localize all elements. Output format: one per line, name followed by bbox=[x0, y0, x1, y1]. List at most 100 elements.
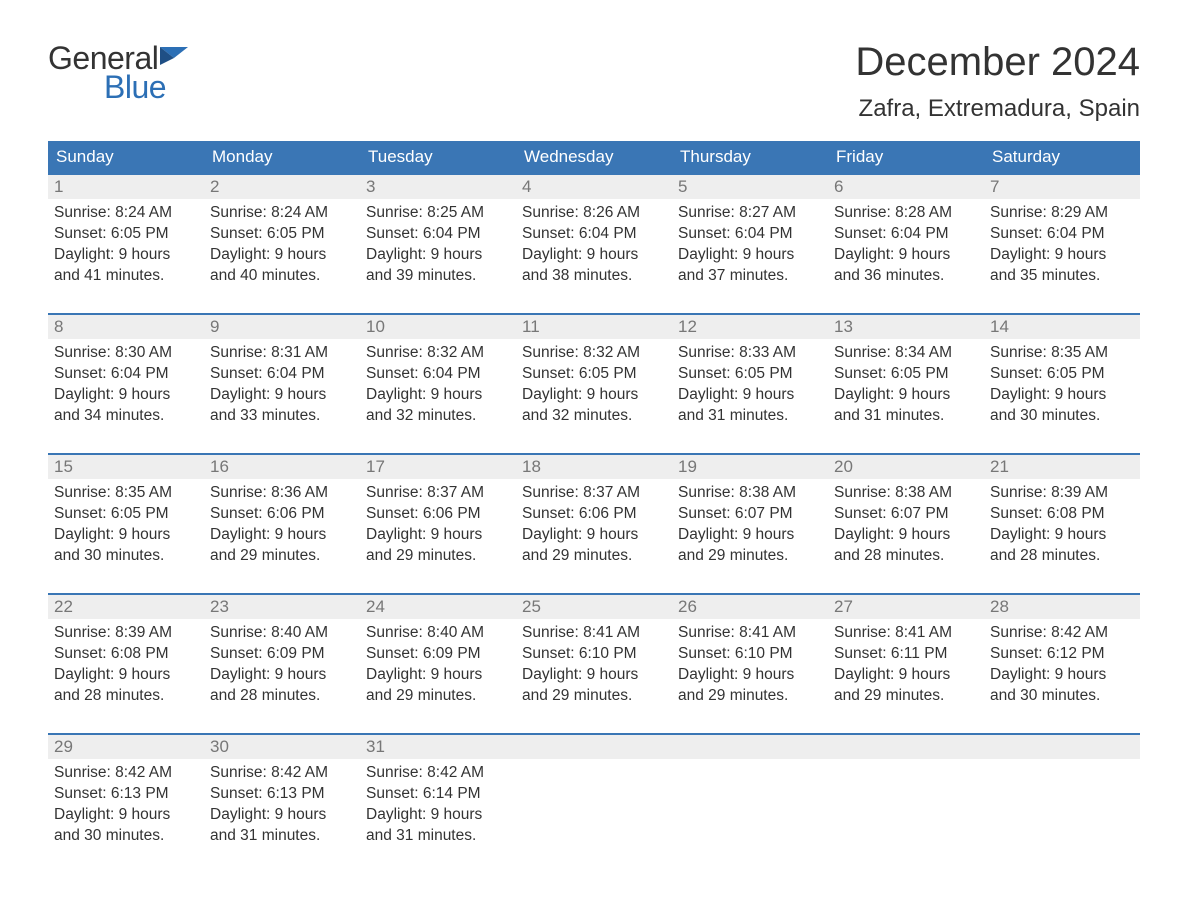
sunrise-line: Sunrise: 8:39 AM bbox=[990, 483, 1134, 504]
daylight-line-2: and 38 minutes. bbox=[522, 266, 666, 287]
week-row: 15Sunrise: 8:35 AMSunset: 6:05 PMDayligh… bbox=[48, 453, 1140, 575]
day-cell: 13Sunrise: 8:34 AMSunset: 6:05 PMDayligh… bbox=[828, 315, 984, 435]
daylight-line-1: Daylight: 9 hours bbox=[210, 665, 354, 686]
sunset-line: Sunset: 6:09 PM bbox=[210, 644, 354, 665]
sunrise-line: Sunrise: 8:37 AM bbox=[522, 483, 666, 504]
day-content: Sunrise: 8:36 AMSunset: 6:06 PMDaylight:… bbox=[204, 479, 360, 571]
day-number-row: 25 bbox=[516, 595, 672, 619]
sunrise-line: Sunrise: 8:34 AM bbox=[834, 343, 978, 364]
daylight-line-1: Daylight: 9 hours bbox=[54, 245, 198, 266]
day-number-row: 1 bbox=[48, 175, 204, 199]
day-content: Sunrise: 8:31 AMSunset: 6:04 PMDaylight:… bbox=[204, 339, 360, 431]
day-number-row: 22 bbox=[48, 595, 204, 619]
day-content: Sunrise: 8:41 AMSunset: 6:10 PMDaylight:… bbox=[516, 619, 672, 711]
weekday-header: Thursday bbox=[672, 141, 828, 173]
sunrise-line: Sunrise: 8:42 AM bbox=[366, 763, 510, 784]
day-cell: 9Sunrise: 8:31 AMSunset: 6:04 PMDaylight… bbox=[204, 315, 360, 435]
day-cell: 8Sunrise: 8:30 AMSunset: 6:04 PMDaylight… bbox=[48, 315, 204, 435]
logo-text-blue: Blue bbox=[104, 69, 196, 106]
sunset-line: Sunset: 6:05 PM bbox=[522, 364, 666, 385]
weekday-header: Friday bbox=[828, 141, 984, 173]
daylight-line-2: and 40 minutes. bbox=[210, 266, 354, 287]
daylight-line-1: Daylight: 9 hours bbox=[834, 665, 978, 686]
day-cell: 22Sunrise: 8:39 AMSunset: 6:08 PMDayligh… bbox=[48, 595, 204, 715]
day-cell: . bbox=[984, 735, 1140, 855]
weekday-header: Tuesday bbox=[360, 141, 516, 173]
sunrise-line: Sunrise: 8:41 AM bbox=[678, 623, 822, 644]
day-number-row: 12 bbox=[672, 315, 828, 339]
daylight-line-1: Daylight: 9 hours bbox=[678, 665, 822, 686]
daylight-line-2: and 37 minutes. bbox=[678, 266, 822, 287]
day-content: Sunrise: 8:35 AMSunset: 6:05 PMDaylight:… bbox=[48, 479, 204, 571]
daylight-line-1: Daylight: 9 hours bbox=[366, 245, 510, 266]
sunset-line: Sunset: 6:08 PM bbox=[54, 644, 198, 665]
day-number: 6 bbox=[834, 177, 843, 196]
day-cell: 17Sunrise: 8:37 AMSunset: 6:06 PMDayligh… bbox=[360, 455, 516, 575]
day-content: Sunrise: 8:34 AMSunset: 6:05 PMDaylight:… bbox=[828, 339, 984, 431]
sunrise-line: Sunrise: 8:25 AM bbox=[366, 203, 510, 224]
sunrise-line: Sunrise: 8:32 AM bbox=[366, 343, 510, 364]
weekday-header-row: SundayMondayTuesdayWednesdayThursdayFrid… bbox=[48, 141, 1140, 173]
day-number: 16 bbox=[210, 457, 229, 476]
day-content: Sunrise: 8:26 AMSunset: 6:04 PMDaylight:… bbox=[516, 199, 672, 291]
day-content: Sunrise: 8:24 AMSunset: 6:05 PMDaylight:… bbox=[204, 199, 360, 291]
daylight-line-2: and 32 minutes. bbox=[366, 406, 510, 427]
sunrise-line: Sunrise: 8:24 AM bbox=[210, 203, 354, 224]
sunset-line: Sunset: 6:05 PM bbox=[54, 504, 198, 525]
day-number-row: 18 bbox=[516, 455, 672, 479]
day-number: 11 bbox=[522, 317, 540, 336]
day-number-row: 13 bbox=[828, 315, 984, 339]
daylight-line-1: Daylight: 9 hours bbox=[366, 805, 510, 826]
day-number-row: . bbox=[984, 735, 1140, 759]
day-content: Sunrise: 8:37 AMSunset: 6:06 PMDaylight:… bbox=[516, 479, 672, 571]
daylight-line-1: Daylight: 9 hours bbox=[834, 385, 978, 406]
title-block: December 2024 Zafra, Extremadura, Spain bbox=[855, 40, 1140, 123]
sunrise-line: Sunrise: 8:26 AM bbox=[522, 203, 666, 224]
sunrise-line: Sunrise: 8:39 AM bbox=[54, 623, 198, 644]
daylight-line-1: Daylight: 9 hours bbox=[366, 525, 510, 546]
day-cell: . bbox=[672, 735, 828, 855]
week-row: 22 Sunrise: 8:39 AMSunset: 6:08 PM Dayligh… bbox=[48, 593, 1140, 715]
day-content: Sunrise: 8:33 AMSunset: 6:05 PMDaylight:… bbox=[672, 339, 828, 431]
day-number-row: 27 bbox=[828, 595, 984, 619]
sunset-line: Sunset: 6:07 PM bbox=[678, 504, 822, 525]
day-content: Sunrise: 8:42 AMSunset: 6:12 PMDaylight:… bbox=[984, 619, 1140, 711]
daylight-line-2: and 36 minutes. bbox=[834, 266, 978, 287]
daylight-line-1: Daylight: 9 hours bbox=[522, 385, 666, 406]
day-cell: 18Sunrise: 8:37 AMSunset: 6:06 PMDayligh… bbox=[516, 455, 672, 575]
day-number-row: 23 bbox=[204, 595, 360, 619]
sunset-line: Sunset: 6:05 PM bbox=[54, 224, 198, 245]
daylight-line-1: Daylight: 9 hours bbox=[678, 385, 822, 406]
day-cell: 24Sunrise: 8:40 AMSunset: 6:09 PMDayligh… bbox=[360, 595, 516, 715]
day-number: 3 bbox=[366, 177, 375, 196]
weekday-header: Monday bbox=[204, 141, 360, 173]
daylight-line-1: Daylight: 9 hours bbox=[522, 665, 666, 686]
sunrise-line: Sunrise: 8:35 AM bbox=[990, 343, 1134, 364]
day-number: 10 bbox=[366, 317, 385, 336]
daylight-line-1: Daylight: 9 hours bbox=[210, 385, 354, 406]
sunset-line: Sunset: 6:05 PM bbox=[990, 364, 1134, 385]
day-number: 19 bbox=[678, 457, 697, 476]
day-content: Sunrise: 8:38 AMSunset: 6:07 PMDaylight:… bbox=[828, 479, 984, 571]
sunset-line: Sunset: 6:04 PM bbox=[54, 364, 198, 385]
sunset-line: Sunset: 6:04 PM bbox=[366, 224, 510, 245]
daylight-line-2: and 28 minutes. bbox=[210, 686, 354, 707]
day-number-row: 4 bbox=[516, 175, 672, 199]
sunset-line: Sunset: 6:04 PM bbox=[210, 364, 354, 385]
daylight-line-2: and 29 minutes. bbox=[678, 686, 822, 707]
daylight-line-2: and 30 minutes. bbox=[990, 406, 1134, 427]
day-content: Sunrise: 8:30 AMSunset: 6:04 PMDaylight:… bbox=[48, 339, 204, 431]
day-content: Sunrise: 8:24 AMSunset: 6:05 PMDaylight:… bbox=[48, 199, 204, 291]
day-content: Sunrise: 8:35 AMSunset: 6:05 PMDaylight:… bbox=[984, 339, 1140, 431]
sunset-line: Sunset: 6:04 PM bbox=[366, 364, 510, 385]
day-cell: 15Sunrise: 8:35 AMSunset: 6:05 PMDayligh… bbox=[48, 455, 204, 575]
day-number-row: . bbox=[672, 735, 828, 759]
daylight-line-2: and 31 minutes. bbox=[678, 406, 822, 427]
day-content: Sunrise: 8:37 AMSunset: 6:06 PMDaylight:… bbox=[360, 479, 516, 571]
daylight-line-2: and 29 minutes. bbox=[210, 546, 354, 567]
day-number: 21 bbox=[990, 457, 1009, 476]
day-number-row: 8 bbox=[48, 315, 204, 339]
day-cell: 16 Sunrise: 8:36 AMSunset: 6:06 PMDayligh… bbox=[204, 455, 360, 575]
daylight-line-2: and 28 minutes. bbox=[54, 686, 198, 707]
day-number: 2 bbox=[210, 177, 219, 196]
